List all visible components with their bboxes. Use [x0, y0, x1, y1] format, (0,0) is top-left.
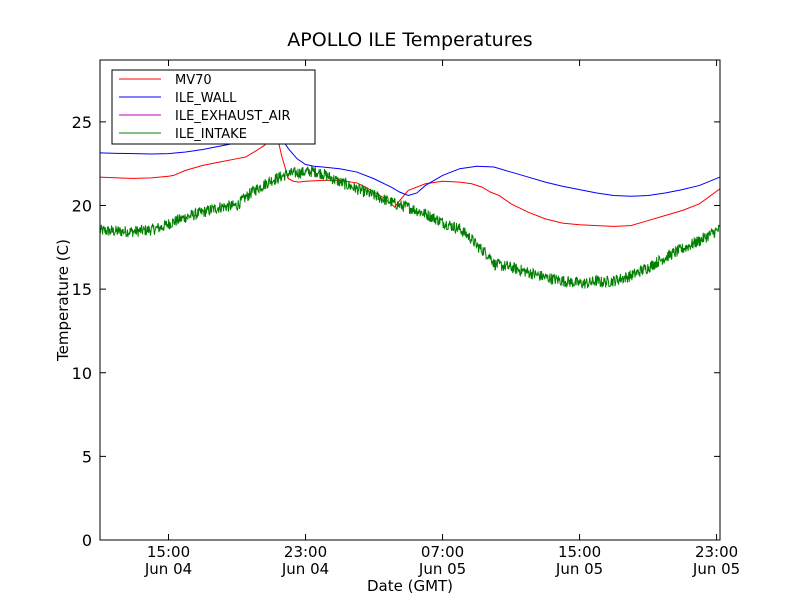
legend-label: ILE_WALL	[175, 91, 237, 106]
y-tick-label: 20	[72, 197, 92, 216]
x-tick-date-label: Jun 05	[555, 560, 603, 578]
y-tick-label: 0	[82, 531, 92, 550]
y-tick-label: 10	[72, 364, 92, 383]
legend-label: MV70	[175, 73, 212, 88]
y-tick-label: 25	[72, 113, 92, 132]
legend-box	[111, 69, 316, 145]
chart-title: APOLLO ILE Temperatures	[287, 29, 532, 51]
y-tick-label: 5	[82, 447, 92, 466]
x-tick-time-label: 23:00	[284, 543, 327, 561]
x-tick-time-label: 23:00	[695, 543, 738, 561]
y-axis-label: Temperature (C)	[54, 239, 72, 362]
series-line-ile-wall	[99, 137, 721, 197]
legend: MV70 ILE_WALL ILE_EXHAUST_AIR ILE_INTAKE	[111, 69, 316, 145]
x-tick-date-label: Jun 04	[144, 560, 192, 578]
x-tick-date-label: Jun 04	[281, 560, 329, 578]
y-tick-label: 15	[72, 280, 92, 299]
x-tick-time-label: 15:00	[147, 543, 190, 561]
x-axis-label: Date (GMT)	[367, 577, 453, 595]
series-line-ile-intake	[99, 166, 721, 290]
legend-label: ILE_EXHAUST_AIR	[175, 109, 291, 124]
x-tick-time-label: 15:00	[558, 543, 601, 561]
x-tick-time-label: 07:00	[421, 543, 464, 561]
series-layer	[99, 137, 721, 290]
legend-label: ILE_INTAKE	[175, 127, 247, 142]
x-tick-date-label: Jun 05	[418, 560, 466, 578]
plot-frame	[99, 59, 721, 541]
x-tick-date-label: Jun 05	[692, 560, 740, 578]
